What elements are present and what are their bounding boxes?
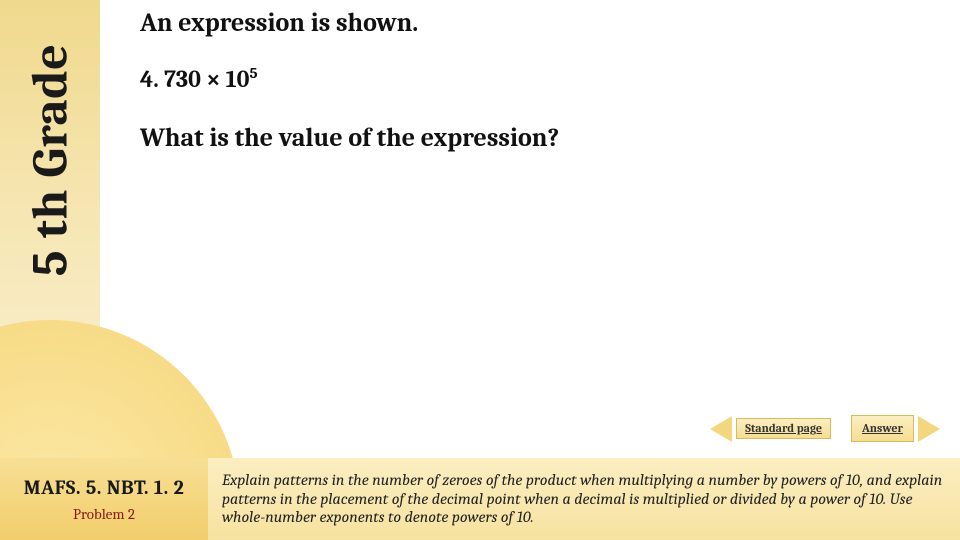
expression-base: 4. 730 × 10 [140,65,249,93]
answer-button[interactable]: Answer [851,415,940,442]
slide-root: 5 th Grade An expression is shown. 4. 73… [0,0,960,540]
grade-label: 5 th Grade [21,44,79,277]
expression-exponent: 5 [249,64,257,82]
standard-page-button[interactable]: Standard page [710,416,831,442]
answer-label: Answer [851,415,914,442]
standard-description: Explain patterns in the number of zeroes… [222,471,944,528]
footer-left: MAFS. 5. NBT. 1. 2 Problem 2 [0,458,208,540]
question-prompt: What is the value of the expression? [140,123,920,153]
grade-label-container: 5 th Grade [0,0,100,320]
footer: MAFS. 5. NBT. 1. 2 Problem 2 Explain pat… [0,458,960,540]
standard-page-label: Standard page [736,418,831,439]
nav-buttons: Standard page Answer [710,415,940,442]
footer-right: Explain patterns in the number of zeroes… [208,458,960,540]
arrow-right-icon [918,416,940,442]
question-content: An expression is shown. 4. 730 × 105 Wha… [140,8,920,153]
question-intro: An expression is shown. [140,8,920,38]
question-expression: 4. 730 × 105 [140,64,920,93]
standard-code: MAFS. 5. NBT. 1. 2 [24,476,184,499]
arrow-left-icon [710,416,732,442]
problem-number: Problem 2 [73,505,135,523]
